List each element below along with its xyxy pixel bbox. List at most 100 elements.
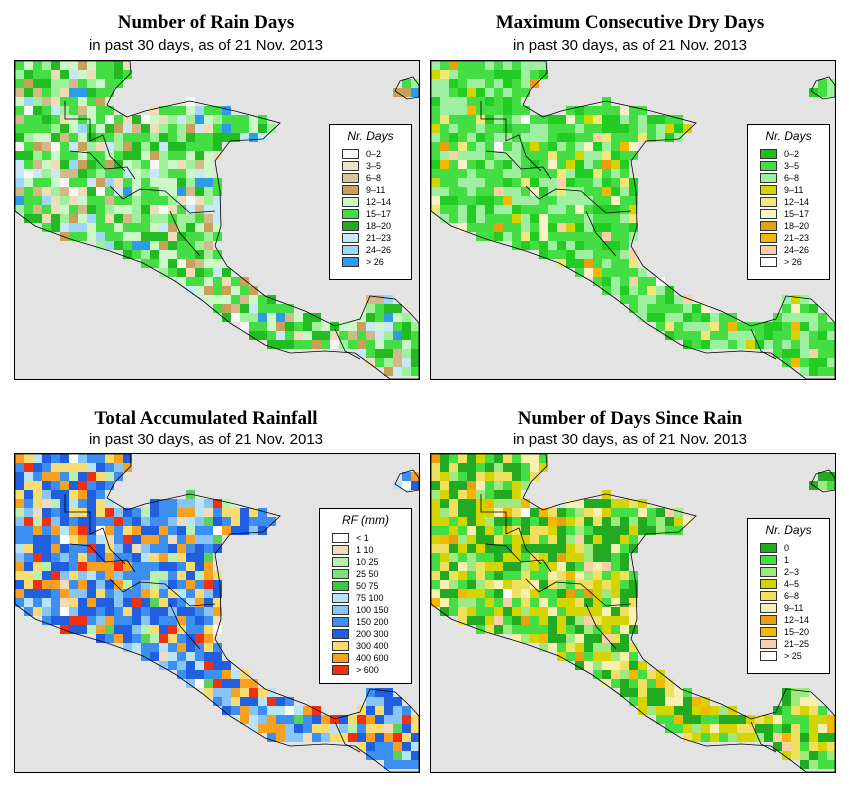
grid-cell xyxy=(312,340,321,349)
grid-cell xyxy=(665,517,674,526)
grid-cell xyxy=(584,250,593,259)
grid-cell xyxy=(521,241,530,250)
grid-cell xyxy=(602,553,611,562)
legend-swatch xyxy=(342,245,359,255)
grid-cell xyxy=(195,232,204,241)
grid-cell xyxy=(186,589,195,598)
grid-cell xyxy=(647,697,656,706)
grid-cell xyxy=(393,304,402,313)
grid-cell xyxy=(512,115,521,124)
grid-cell xyxy=(213,187,222,196)
grid-cell xyxy=(204,607,213,616)
grid-cell xyxy=(168,580,177,589)
grid-cell xyxy=(620,142,629,151)
grid-cell xyxy=(584,124,593,133)
grid-cell xyxy=(168,187,177,196)
grid-cell xyxy=(330,322,339,331)
grid-cell xyxy=(249,526,258,535)
grid-cell xyxy=(584,544,593,553)
grid-cell xyxy=(213,580,222,589)
grid-cell xyxy=(15,88,24,97)
grid-cell xyxy=(96,562,105,571)
grid-cell xyxy=(87,205,96,214)
grid-cell xyxy=(593,223,602,232)
grid-cell xyxy=(177,106,186,115)
grid-cell xyxy=(566,544,575,553)
grid-cell xyxy=(114,472,123,481)
grid-cell xyxy=(593,562,602,571)
grid-cell xyxy=(60,598,69,607)
grid-cell xyxy=(683,706,692,715)
grid-cell xyxy=(393,715,402,724)
grid-cell xyxy=(222,295,231,304)
grid-cell xyxy=(24,598,33,607)
grid-cell xyxy=(177,205,186,214)
grid-cell xyxy=(87,463,96,472)
grid-cell xyxy=(213,151,222,160)
grid-cell xyxy=(42,589,51,598)
grid-cell xyxy=(87,97,96,106)
grid-cell xyxy=(51,562,60,571)
grid-cell xyxy=(69,454,78,463)
legend-swatch xyxy=(760,161,777,171)
grid-cell xyxy=(539,643,548,652)
grid-cell xyxy=(87,223,96,232)
grid-cell xyxy=(33,142,42,151)
grid-cell xyxy=(674,724,683,733)
grid-cell xyxy=(411,742,419,751)
country-border xyxy=(750,328,777,360)
grid-cell xyxy=(656,526,665,535)
grid-cell xyxy=(494,508,503,517)
legend-swatch xyxy=(342,197,359,207)
grid-cell xyxy=(168,571,177,580)
grid-cell xyxy=(402,367,411,376)
grid-cell xyxy=(503,499,512,508)
grid-cell xyxy=(60,553,69,562)
grid-cell xyxy=(195,187,204,196)
grid-cell xyxy=(330,733,339,742)
grid-cell xyxy=(141,508,150,517)
legend-swatch xyxy=(760,651,777,661)
grid-cell xyxy=(159,187,168,196)
grid-cell xyxy=(114,535,123,544)
legend-title: Nr. Days xyxy=(347,129,394,143)
grid-cell xyxy=(150,580,159,589)
grid-cell xyxy=(431,169,440,178)
grid-cell xyxy=(566,142,575,151)
grid-cell xyxy=(575,160,584,169)
grid-cell xyxy=(87,196,96,205)
grid-cell xyxy=(710,340,719,349)
grid-cell xyxy=(467,61,476,70)
grid-cell xyxy=(476,97,485,106)
grid-cell xyxy=(204,295,213,304)
grid-cell xyxy=(458,490,467,499)
legend-swatch xyxy=(332,665,349,675)
grid-cell xyxy=(321,724,330,733)
grid-cell xyxy=(240,304,249,313)
grid-cell xyxy=(168,232,177,241)
grid-cell xyxy=(186,544,195,553)
grid-cell xyxy=(114,625,123,634)
grid-cell xyxy=(186,661,195,670)
grid-cell xyxy=(629,259,638,268)
grid-cell xyxy=(249,724,258,733)
legend-swatch xyxy=(332,641,349,651)
grid-cell xyxy=(177,661,186,670)
grid-cell xyxy=(494,481,503,490)
grid-cell xyxy=(530,472,539,481)
grid-cell xyxy=(809,742,818,751)
grid-cell xyxy=(42,526,51,535)
grid-cell xyxy=(366,295,375,304)
grid-cell xyxy=(159,544,168,553)
grid-cell xyxy=(512,133,521,142)
grid-cell xyxy=(683,715,692,724)
grid-cell xyxy=(512,241,521,250)
map-canvas xyxy=(431,61,835,379)
grid-cell xyxy=(539,616,548,625)
country-border xyxy=(525,185,632,214)
grid-cell xyxy=(69,463,78,472)
legend-label: 25 50 xyxy=(356,569,379,579)
grid-cell xyxy=(186,580,195,589)
grid-cell xyxy=(285,715,294,724)
grid-cell xyxy=(818,760,827,769)
